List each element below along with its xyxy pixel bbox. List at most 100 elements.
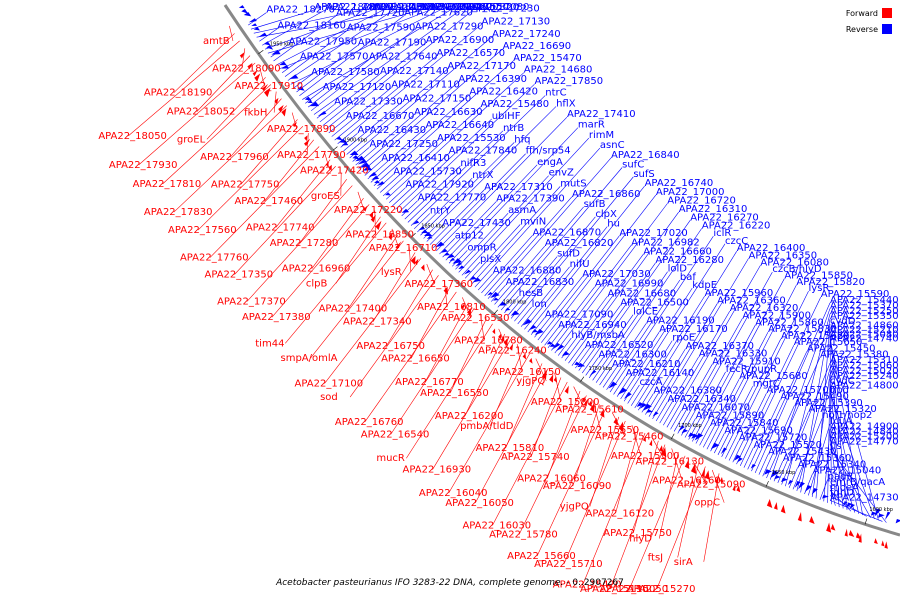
gene-label-reverse: APA22_17770 <box>418 193 487 204</box>
gene-label-forward: APA22_15800 <box>531 397 600 408</box>
reverse-gene-mark <box>624 392 632 399</box>
reverse-gene-mark <box>884 511 891 521</box>
gene-label-reverse: APA22_17720 <box>336 8 405 19</box>
forward-connector <box>291 112 298 130</box>
forward-connector <box>386 269 433 347</box>
gene-label-reverse: APA22_16630 <box>414 107 483 118</box>
reverse-gene-mark <box>774 475 781 480</box>
gene-label-reverse: APA22_16982 <box>631 237 700 248</box>
reverse-connector <box>471 186 561 285</box>
reverse-connector <box>432 153 526 249</box>
gene-label-reverse: APA22_17250 <box>369 139 438 150</box>
gene-label-forward: APA22_15270 <box>627 584 696 595</box>
reverse-gene-mark <box>317 111 327 117</box>
gene-label-reverse: APA22_16720 <box>667 196 736 207</box>
forward-connector <box>197 126 304 231</box>
gene-label-reverse: hfq <box>514 134 530 145</box>
gene-label-forward: tim44 <box>255 338 284 349</box>
reverse-gene-mark <box>734 454 742 461</box>
reverse-gene-mark <box>374 180 381 184</box>
forward-connector <box>462 297 472 319</box>
reverse-gene-mark <box>412 220 420 225</box>
reverse-connector <box>829 337 863 516</box>
gene-label-forward: APA22_17560 <box>168 225 237 236</box>
forward-connector <box>173 33 235 93</box>
gene-label-reverse: lon <box>532 299 547 310</box>
gene-label-reverse: APA22_16670 <box>346 111 415 122</box>
forward-gene-mark <box>375 220 382 230</box>
reverse-gene-mark <box>874 508 881 517</box>
forward-gene-mark <box>443 286 448 295</box>
reverse-connector <box>299 15 405 97</box>
reverse-connector <box>413 213 431 230</box>
gene-label-forward: APA22_16930 <box>403 465 472 476</box>
forward-gene-mark <box>773 501 778 510</box>
gene-label-reverse: APA22_16140 <box>626 368 695 379</box>
gene-label-reverse: APA22_15530 <box>437 133 506 144</box>
reverse-connector <box>474 147 601 288</box>
gene-label-reverse: npd <box>830 385 849 396</box>
gene-label-reverse: atp12 <box>455 230 484 241</box>
forward-connector <box>128 40 240 137</box>
forward-gene-mark <box>522 353 527 360</box>
reverse-connector <box>829 444 871 518</box>
reverse-gene-mark <box>546 341 553 345</box>
reverse-connector <box>481 235 533 294</box>
reverse-gene-mark <box>877 513 885 518</box>
gene-label-forward: APA22_17280 <box>270 238 339 249</box>
reverse-connector <box>681 271 773 436</box>
gene-label-forward: sod <box>320 392 338 403</box>
reverse-connector <box>436 116 568 252</box>
tick-label: 1650 kbp <box>772 470 796 476</box>
reverse-connector <box>777 412 809 484</box>
forward-connector <box>711 469 725 503</box>
reverse-connector <box>337 24 482 144</box>
reverse-connector <box>439 238 455 255</box>
forward-gene-mark <box>501 336 505 343</box>
forward-connector <box>563 420 626 564</box>
reverse-connector <box>677 318 743 434</box>
forward-connector <box>229 25 234 42</box>
gene-label-reverse: APA22_16430 <box>358 125 427 136</box>
gene-label-reverse: APA22_14840 <box>830 427 899 438</box>
gene-label-reverse: APA22_16390 <box>458 74 527 85</box>
gene-label-forward: APA22_16200 <box>435 411 504 422</box>
gene-label-reverse: APA22_17080 <box>461 2 530 13</box>
gene-label-reverse: moeA <box>830 482 859 493</box>
reverse-gene-mark <box>304 96 312 101</box>
reverse-connector <box>248 12 267 26</box>
reverse-connector <box>358 81 459 169</box>
gene-label-forward: APA22_17400 <box>319 303 388 314</box>
forward-connector <box>518 395 587 535</box>
reverse-connector <box>788 467 798 488</box>
reverse-connector <box>588 314 634 379</box>
forward-connector <box>631 424 642 457</box>
tick-label: 1850 kbp <box>421 224 445 230</box>
reverse-connector <box>829 328 832 505</box>
reverse-gene-mark <box>493 297 499 301</box>
gene-label-reverse: APA22_16190 <box>646 316 715 327</box>
gene-label-forward: APA22_16040 <box>419 488 488 499</box>
gene-label-reverse: APA22_15700 <box>766 385 835 396</box>
tick-label: 1800 kbp <box>503 300 527 306</box>
reverse-connector <box>376 174 394 190</box>
forward-gene-mark <box>293 121 297 128</box>
reverse-connector <box>410 95 546 226</box>
gene-label-forward: APA22_17790 <box>277 150 346 161</box>
reverse-connector <box>609 236 714 393</box>
tick-label: 1950 kbp <box>270 42 294 48</box>
forward-gene-mark <box>281 108 287 117</box>
reverse-connector <box>379 140 438 193</box>
gene-label-forward: yjgPQ <box>516 376 545 387</box>
gene-label-reverse: APA22_16640 <box>425 120 494 131</box>
reverse-connector <box>420 142 515 236</box>
gene-label-forward: APA22_15420 <box>553 580 622 591</box>
reverse-gene-mark <box>266 44 274 50</box>
gene-label-reverse: APA22_14900 <box>830 421 899 432</box>
gene-label-forward: APA22_16850 <box>345 230 414 241</box>
reverse-connector <box>648 303 718 417</box>
reverse-connector <box>829 383 844 509</box>
reverse-gene-mark <box>352 155 360 160</box>
reverse-connector <box>527 185 645 333</box>
tick-label: 1700 kbp <box>678 423 702 429</box>
